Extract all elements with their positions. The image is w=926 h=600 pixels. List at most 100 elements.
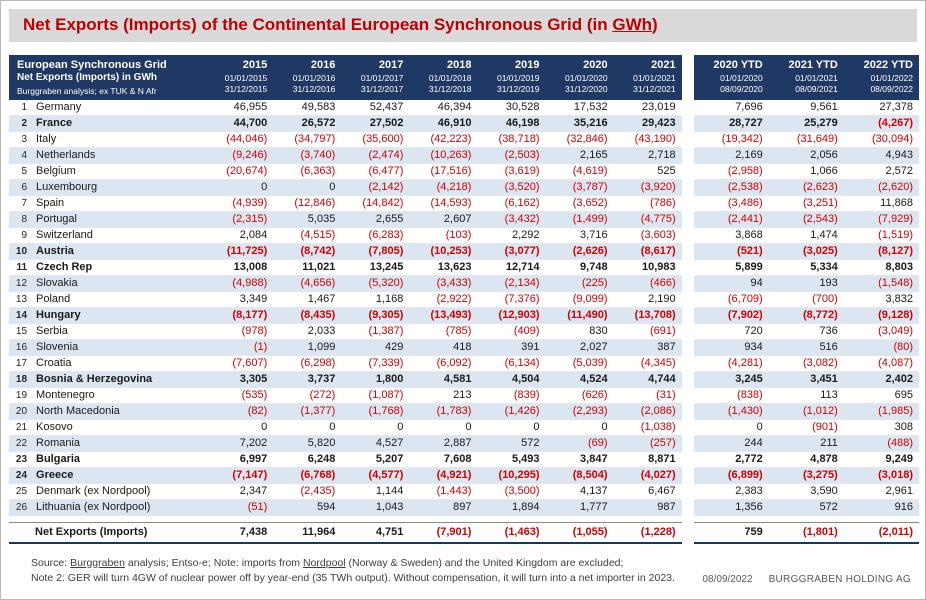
- value-cell: 35,216: [545, 115, 614, 132]
- value-cell: 1,474: [768, 227, 844, 244]
- value-cell: 4,878: [768, 451, 844, 468]
- column-header-2017: 2017 01/01/2017 31/12/2017: [341, 55, 410, 100]
- value-cell: (31,649): [768, 131, 844, 148]
- country-name: Romania: [29, 435, 206, 452]
- column-date-to: 08/09/2022: [870, 84, 913, 95]
- value-cell: (2,435): [273, 483, 342, 500]
- source-note: Source: Burggraben analysis; Entso-e; No…: [31, 556, 675, 572]
- table-row: 23 Bulgaria 6,997 6,248 5,207 7,608 5,493 3,847…: [9, 451, 919, 468]
- value-cell: (44,046): [205, 131, 274, 148]
- country-name: Slovakia: [29, 275, 206, 292]
- value-cell: (7,929): [843, 211, 919, 228]
- value-cell: 1,467: [273, 291, 342, 308]
- value-cell: (626): [545, 387, 614, 404]
- value-cell: 2,402: [843, 371, 919, 388]
- value-cell: (2,086): [613, 403, 682, 420]
- row-number: 6: [9, 179, 30, 196]
- value-cell: (9,099): [545, 291, 614, 308]
- column-year: 2020 YTD: [713, 59, 763, 71]
- value-cell: 46,394: [409, 100, 478, 116]
- source-text: Source:: [31, 556, 71, 569]
- column-year: 2016: [310, 59, 336, 71]
- country-name: Spain: [29, 195, 206, 212]
- footer-notes: Source: Burggraben analysis; Entso-e; No…: [9, 556, 675, 588]
- value-cell: (3,077): [477, 243, 546, 260]
- value-cell: 3,349: [205, 291, 274, 308]
- value-cell: 17,532: [545, 100, 614, 116]
- source-text: analysis; Entso-e; Note: imports from: [124, 556, 303, 569]
- source-link[interactable]: Burggraben: [70, 556, 125, 569]
- value-cell: 0: [205, 419, 274, 436]
- corner-line-2: Net Exports (Imports) in GWh: [17, 72, 157, 83]
- value-cell: 7,202: [205, 435, 274, 452]
- value-cell: (9,246): [205, 147, 274, 164]
- value-cell: 193: [768, 275, 844, 292]
- column-date-from: 01/01/2016: [292, 73, 336, 83]
- value-cell: 572: [768, 499, 844, 516]
- source-link[interactable]: Nordpool: [302, 556, 346, 569]
- table-row: 22 Romania 7,202 5,820 4,527 2,887 572 (69) (257…: [9, 435, 919, 452]
- value-cell: 2,027: [545, 339, 614, 356]
- column-date-from: 01/01/2020: [565, 73, 608, 83]
- value-cell: (1,783): [409, 403, 478, 420]
- column-gap: [681, 179, 694, 196]
- row-number: 10: [9, 243, 30, 260]
- value-cell: (1,463): [477, 522, 546, 544]
- value-cell: (38,718): [477, 131, 546, 148]
- column-gap: [681, 451, 694, 468]
- value-cell: 1,066: [768, 163, 844, 180]
- country-name: Kosovo: [29, 419, 206, 436]
- value-cell: 3,737: [273, 371, 342, 388]
- value-cell: (901): [768, 419, 844, 436]
- table-row: 1 Germany 46,955 49,583 52,437 46,394 30,528 17…: [9, 100, 919, 116]
- value-cell: 8,871: [613, 451, 682, 468]
- column-header-2015: 2015 01/01/2015 31/12/2015: [205, 55, 274, 100]
- value-cell: 4,527: [341, 435, 410, 452]
- table-row: 19 Montenegro (535) (272) (1,087) 213 (839) (62…: [9, 387, 919, 404]
- value-cell: 2,383: [693, 483, 769, 500]
- value-cell: (3,432): [477, 211, 546, 228]
- value-cell: 94: [693, 275, 769, 292]
- value-cell: 308: [843, 419, 919, 436]
- value-cell: (10,295): [477, 467, 546, 484]
- value-cell: (12,903): [477, 307, 546, 324]
- value-cell: (11,725): [205, 243, 274, 260]
- corner-line-1: European Synchronous Grid: [17, 59, 167, 71]
- value-cell: 391: [477, 339, 546, 356]
- value-cell: (30,094): [843, 131, 919, 148]
- value-cell: 30,528: [477, 100, 546, 116]
- value-cell: 27,502: [341, 115, 410, 132]
- table-row: 7 Spain (4,939) (12,846) (14,842) (14,593) (6,…: [9, 195, 919, 212]
- value-cell: (3,603): [613, 227, 682, 244]
- table-row: 14 Hungary (8,177) (8,435) (9,305) (13,493) (1…: [9, 307, 919, 324]
- value-cell: 1,800: [341, 371, 410, 388]
- value-cell: 6,997: [205, 451, 274, 468]
- value-cell: (1,985): [843, 403, 919, 420]
- value-cell: 0: [409, 419, 478, 436]
- value-cell: 0: [205, 179, 274, 196]
- value-cell: (4,515): [273, 227, 342, 244]
- net-exports-table: European Synchronous Grid Net Exports (I…: [9, 55, 919, 544]
- value-cell: 418: [409, 339, 478, 356]
- value-cell: (4,027): [613, 467, 682, 484]
- value-cell: (4,619): [545, 163, 614, 180]
- value-cell: 2,292: [477, 227, 546, 244]
- value-cell: 4,744: [613, 371, 682, 388]
- column-year: 2020: [583, 59, 608, 71]
- value-cell: 1,168: [341, 291, 410, 308]
- value-cell: (2,474): [341, 147, 410, 164]
- value-cell: (6,092): [409, 355, 478, 372]
- value-cell: 3,451: [768, 371, 844, 388]
- value-cell: (466): [613, 275, 682, 292]
- country-name: Greece: [29, 467, 206, 484]
- column-year: 2018: [446, 59, 472, 71]
- value-cell: (8,772): [768, 307, 844, 324]
- value-cell: 4,581: [409, 371, 478, 388]
- value-cell: 26,572: [273, 115, 342, 132]
- table-row: 17 Croatia (7,607) (6,298) (7,339) (6,092) (6,…: [9, 355, 919, 372]
- row-number: 23: [9, 451, 30, 468]
- column-gap: [681, 163, 694, 180]
- value-cell: (3,251): [768, 195, 844, 212]
- row-number: 14: [9, 307, 30, 324]
- value-cell: (6,298): [273, 355, 342, 372]
